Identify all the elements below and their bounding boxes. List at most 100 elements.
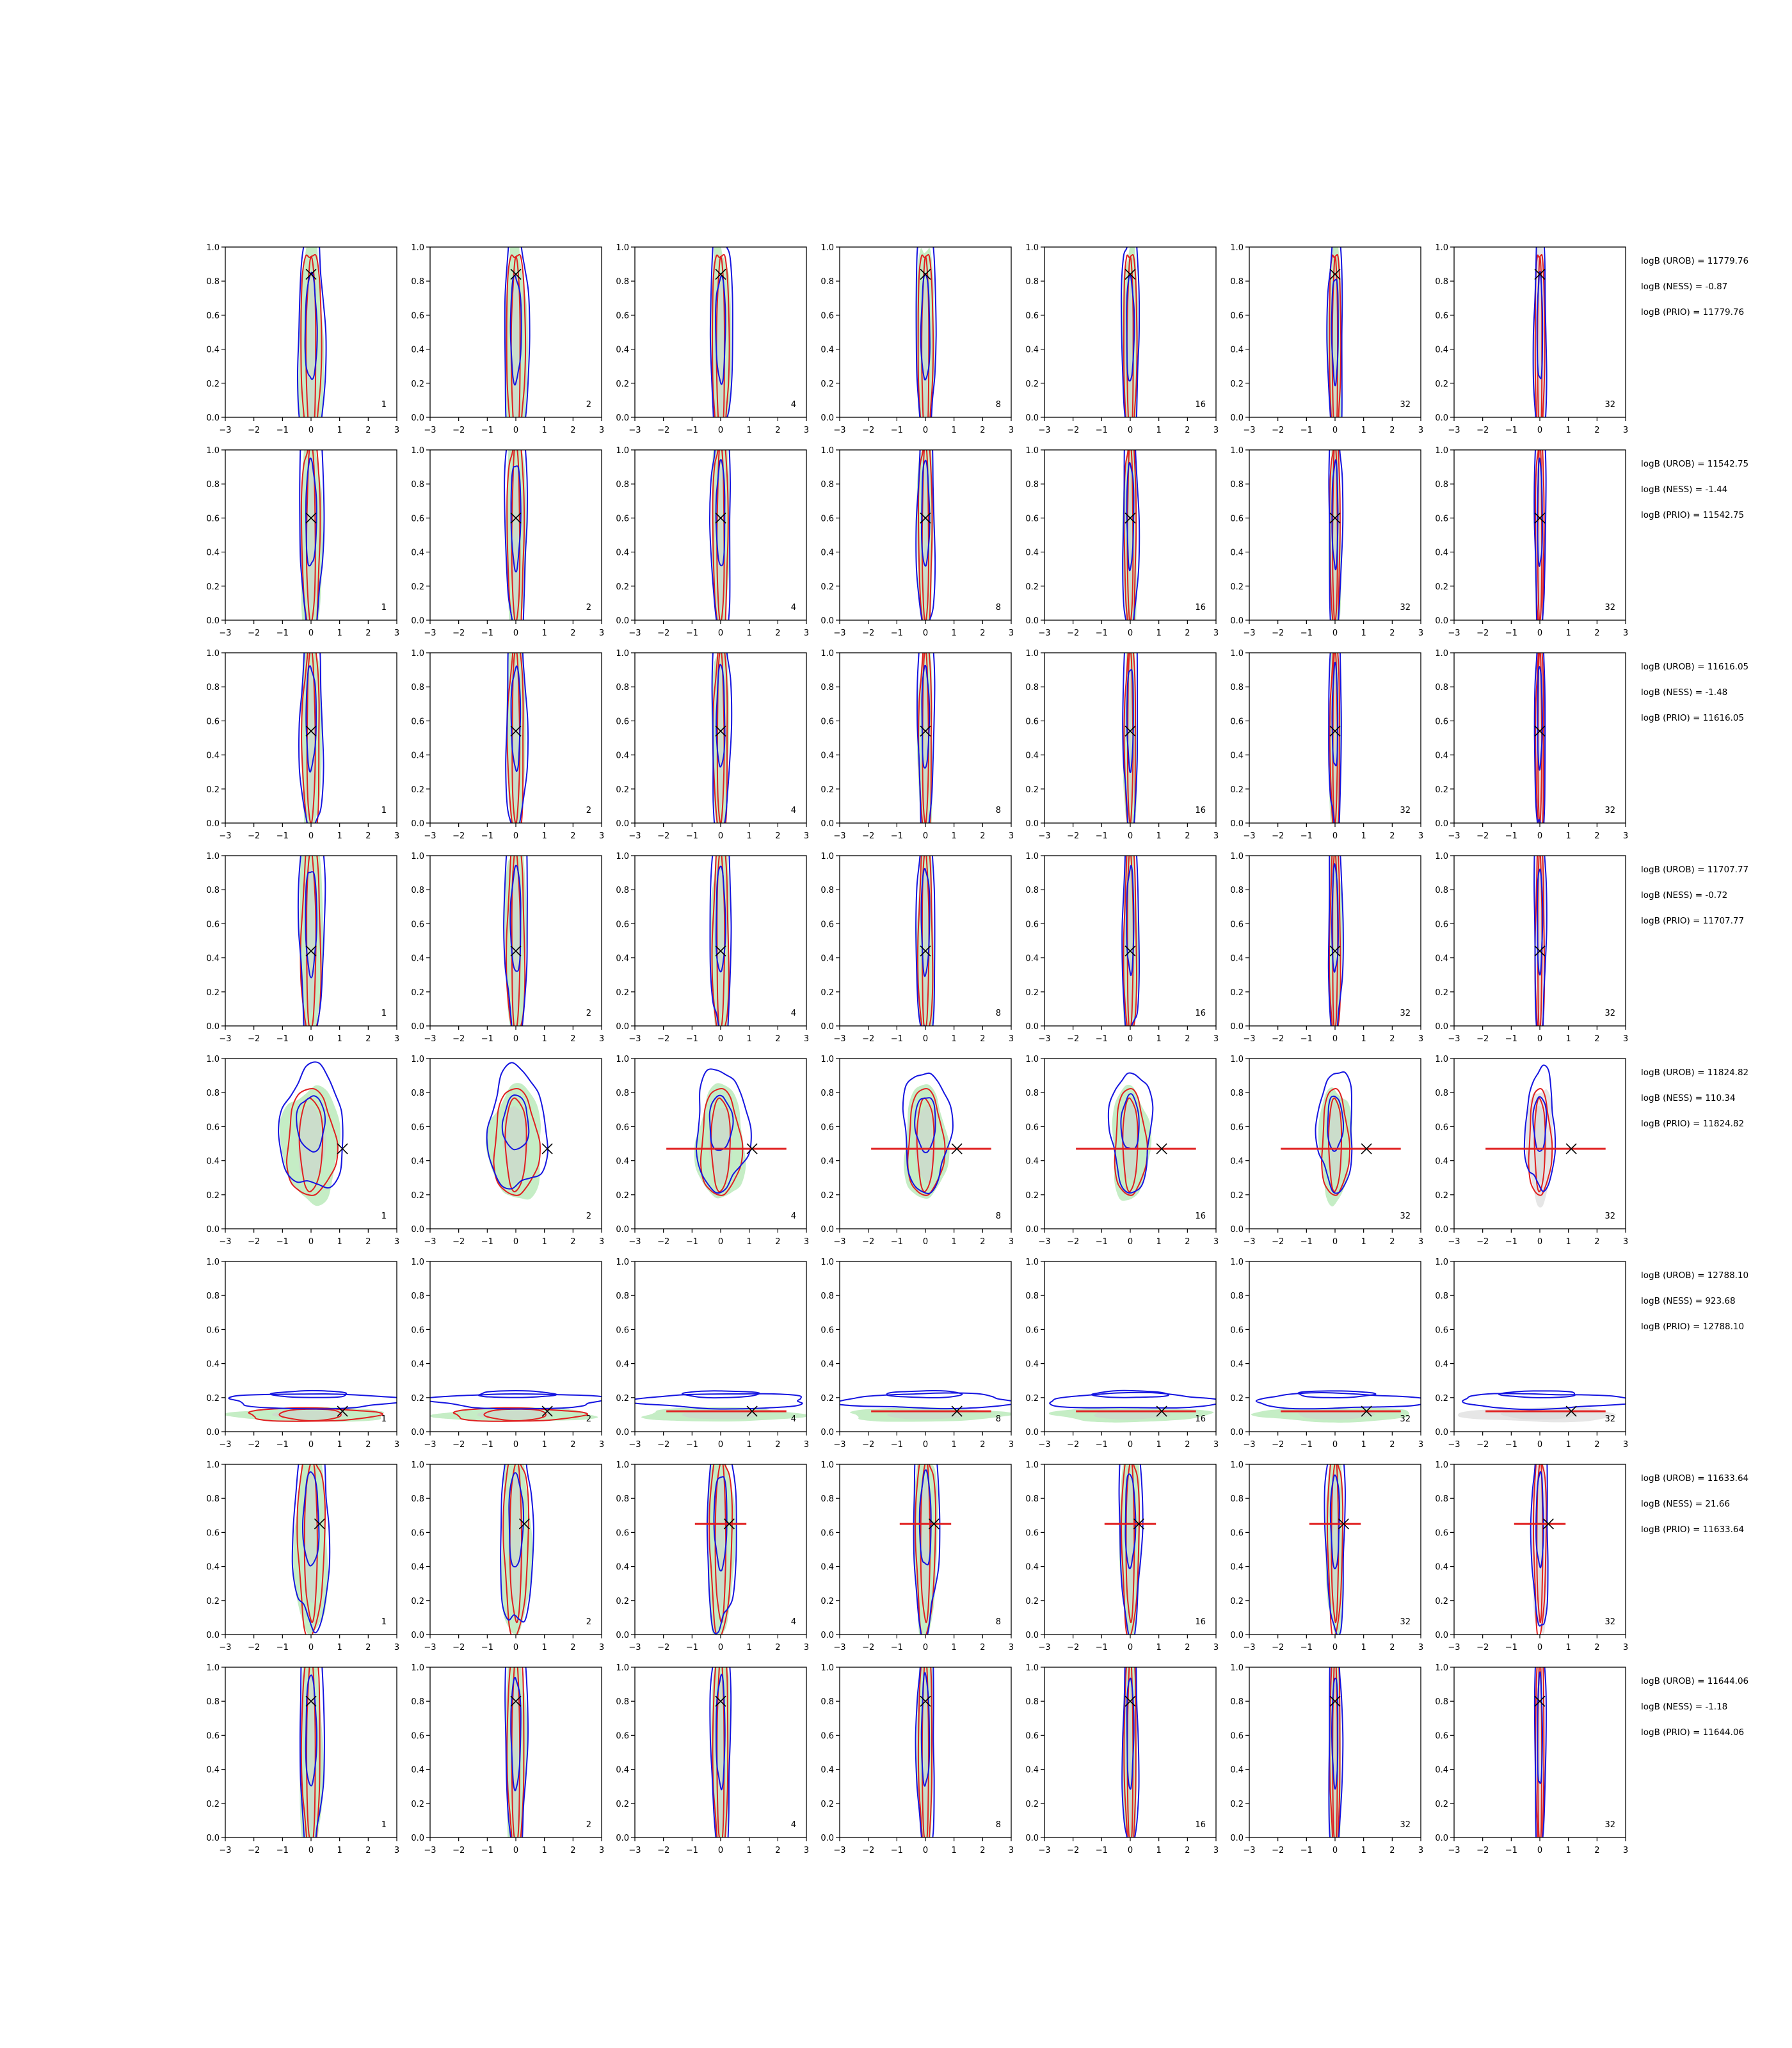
- panel-r7-c5: −3 −2 −1 0 1 2 3 0.0 0.2 0.4 0.6 0.8 1.0 16: [1025, 1460, 1219, 1652]
- x-tick-label: 3: [599, 1846, 604, 1855]
- red-contour-inner: [1122, 1097, 1139, 1193]
- panel-r5-c3: −3 −2 −1 0 1 2 3 0.0 0.2 0.4 0.6 0.8 1.0 4: [616, 1055, 809, 1247]
- red-contour-outer: [907, 1087, 946, 1196]
- x-tick-label: −3: [628, 1440, 641, 1450]
- y-tick-label: 0.8: [1435, 277, 1448, 287]
- x-tick-label: 0: [1537, 1643, 1542, 1652]
- true-value-marker: [510, 268, 522, 280]
- x-tick-label: 2: [1185, 1034, 1190, 1044]
- blue-contour-inner: [1091, 1389, 1170, 1398]
- x-tick-label: −2: [657, 1034, 669, 1044]
- x-tick-label: −2: [248, 1237, 260, 1247]
- x-tick-label: −1: [481, 1440, 493, 1450]
- y-tick-label: 0.6: [1230, 514, 1244, 524]
- x-tick-label: −2: [862, 426, 874, 435]
- x-tick-label: −1: [891, 1034, 903, 1044]
- panel-n-label: 8: [996, 1617, 1001, 1627]
- panel-r1-c7: −3 −2 −1 0 1 2 3 0.0 0.2 0.4 0.6 0.8 1.0 32: [1435, 243, 1628, 435]
- panel-r1-c6: −3 −2 −1 0 1 2 3 0.0 0.2 0.4 0.6 0.8 1.0 32: [1230, 243, 1423, 435]
- y-tick-label: 0.2: [1230, 785, 1244, 795]
- x-tick-label: 3: [599, 1643, 604, 1652]
- x-tick-label: −3: [219, 1440, 231, 1450]
- x-tick-label: −3: [833, 1846, 845, 1855]
- y-tick-label: 0.2: [1435, 1800, 1448, 1809]
- panel-r8-c1: −3 −2 −1 0 1 2 3 0.0 0.2 0.4 0.6 0.8 1.0 1: [206, 1663, 399, 1855]
- y-tick-label: 0.2: [206, 1394, 220, 1404]
- x-tick-label: −2: [452, 1846, 465, 1855]
- y-tick-label: 0.8: [820, 886, 834, 895]
- x-tick-label: 3: [599, 1237, 604, 1247]
- y-tick-label: 0.6: [1435, 1123, 1448, 1132]
- x-tick-label: 2: [1389, 1846, 1395, 1855]
- x-tick-label: −3: [628, 1846, 641, 1855]
- x-tick-label: −2: [452, 1440, 465, 1450]
- y-tick-label: 0.8: [206, 480, 220, 490]
- y-tick-label: 0.4: [411, 548, 424, 558]
- panel-n-label: 32: [1400, 806, 1411, 815]
- y-tick-label: 0.6: [411, 1528, 424, 1538]
- y-tick-label: 0.2: [1435, 988, 1448, 998]
- y-tick-label: 0.6: [206, 920, 220, 929]
- x-tick-label: −1: [891, 831, 903, 841]
- x-tick-label: −2: [1067, 426, 1079, 435]
- x-tick-label: −2: [1272, 1643, 1284, 1652]
- x-tick-label: 2: [365, 1846, 371, 1855]
- y-tick-label: 0.8: [1230, 480, 1244, 490]
- x-tick-label: −1: [1096, 831, 1108, 841]
- x-tick-label: 3: [804, 1440, 809, 1450]
- blue-contour-inner: [501, 1094, 530, 1151]
- blue-contour-outer: [915, 247, 937, 417]
- logb-stat: logB (NESS) = 21.66: [1641, 1499, 1730, 1509]
- y-tick-label: 0.6: [616, 1528, 629, 1538]
- y-tick-label: 0.8: [1230, 1697, 1244, 1707]
- x-tick-label: 0: [1128, 628, 1133, 638]
- x-tick-label: 3: [1623, 831, 1628, 841]
- y-tick-label: 0.0: [206, 1631, 220, 1640]
- y-tick-label: 0.2: [206, 988, 220, 998]
- x-tick-label: 0: [1537, 1034, 1542, 1044]
- x-tick-label: −1: [1096, 426, 1108, 435]
- x-tick-label: −3: [1243, 426, 1255, 435]
- panel-content: [666, 1068, 787, 1199]
- x-tick-label: 0: [1332, 1034, 1338, 1044]
- x-tick-label: −3: [424, 831, 436, 841]
- blue-contour-inner: [1498, 1390, 1576, 1398]
- x-tick-label: 1: [952, 1440, 957, 1450]
- x-tick-label: −3: [1243, 628, 1255, 638]
- y-tick-label: 0.0: [411, 1022, 424, 1032]
- red-contour-outer: [712, 253, 730, 417]
- x-tick-label: −3: [1038, 1440, 1050, 1450]
- y-tick-label: 0.2: [1435, 582, 1448, 592]
- panel-content: [505, 653, 529, 823]
- blue-contour-outer: [913, 1464, 941, 1635]
- panel-n-label: 8: [996, 1212, 1001, 1221]
- panel-n-label: 1: [381, 400, 387, 410]
- panel-n-label: 16: [1195, 1212, 1206, 1221]
- blue-contour-outer: [709, 1667, 732, 1837]
- y-tick-label: 0.6: [616, 514, 629, 524]
- y-tick-label: 1.0: [1025, 852, 1039, 861]
- x-tick-label: 2: [570, 1846, 575, 1855]
- y-tick-label: 0.6: [1230, 1528, 1244, 1538]
- y-tick-label: 0.2: [616, 1597, 629, 1606]
- x-tick-label: −3: [1038, 831, 1050, 841]
- y-tick-label: 0.4: [1025, 751, 1039, 761]
- x-tick-label: 3: [1009, 1034, 1014, 1044]
- x-tick-label: 1: [337, 1237, 342, 1247]
- logb-stat: logB (UROB) = 11616.05: [1641, 662, 1748, 672]
- y-tick-label: 0.8: [616, 277, 629, 287]
- blue-contour-inner: [920, 273, 931, 381]
- panel-r8-c2: −3 −2 −1 0 1 2 3 0.0 0.2 0.4 0.6 0.8 1.0 2: [411, 1663, 604, 1855]
- x-tick-label: 3: [599, 1440, 604, 1450]
- y-tick-label: 1.0: [411, 243, 424, 253]
- y-tick-label: 0.2: [616, 1800, 629, 1809]
- red-contour-outer: [1123, 450, 1137, 620]
- y-tick-label: 0.8: [1230, 683, 1244, 692]
- true-value-marker: [920, 512, 931, 524]
- true-value-marker: [1542, 1518, 1554, 1530]
- x-tick-label: −3: [833, 1643, 845, 1652]
- x-tick-label: −3: [219, 426, 231, 435]
- red-contour-inner: [916, 1097, 935, 1193]
- blue-contour-inner: [1535, 1471, 1544, 1569]
- y-tick-label: 0.4: [1025, 548, 1039, 558]
